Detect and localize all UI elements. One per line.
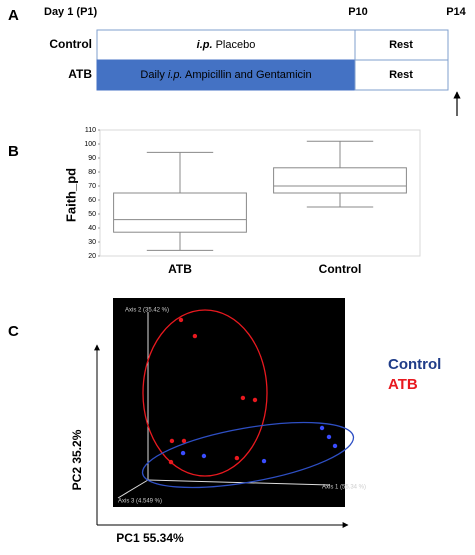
plot-frame (99, 129, 421, 257)
box-plot: 20 30 40 50 60 70 80 90 100 110 ATB Control (84, 127, 421, 276)
y-tick-label: 90 (88, 155, 96, 162)
rest-text: Rest (389, 69, 413, 81)
plot-background (113, 298, 345, 507)
y-tick-label: 70 (88, 183, 96, 190)
panel-label: B (8, 143, 19, 160)
y-tick-label: 60 (88, 197, 96, 204)
x-tick-label: Control (319, 262, 362, 276)
legend-entry: ATB (388, 376, 418, 393)
treatment-text: Daily i.p. Ampicillin and Gentamicin (140, 69, 311, 81)
x-tick-label: ATB (168, 262, 192, 276)
y-axis-label: PC2 35.2% (70, 429, 84, 490)
point (201, 453, 207, 459)
y-axis-label: Faith_pd (63, 168, 78, 222)
scatter-points (168, 317, 338, 465)
y-tick-label: 110 (85, 127, 96, 134)
point (192, 333, 198, 339)
confidence-ellipse (142, 309, 268, 477)
inner-axis (147, 479, 331, 486)
treatment-part: Ampicillin and Gentamicin (183, 69, 312, 81)
y-tick-label: 50 (88, 211, 96, 218)
rest-text: Rest (389, 39, 413, 51)
inner-axis (117, 479, 149, 499)
inner-axis-label: Axis 2 (35.42 %) (125, 308, 169, 314)
confidence-ellipse (141, 421, 355, 489)
point (332, 443, 338, 449)
point (240, 395, 246, 401)
group-label: Control (49, 37, 92, 51)
treatment-part: i.p. (197, 39, 213, 51)
timeline-label: P10 (348, 6, 368, 18)
y-tick-label: 40 (88, 225, 96, 232)
timeline-box (354, 29, 449, 61)
point (180, 450, 186, 456)
treatment-part: i.p. (168, 69, 183, 81)
treatment-part: Daily (140, 69, 168, 81)
inner-axis-label: Axis 3 (4.549 %) (118, 499, 162, 505)
timeline-label: P14 (446, 6, 466, 18)
legend-entry: Control (388, 356, 441, 373)
point (326, 434, 332, 440)
point (178, 317, 184, 323)
timeline-box (96, 29, 356, 61)
point (252, 397, 258, 403)
point (261, 458, 267, 464)
box (113, 192, 247, 233)
y-tick-label: 30 (88, 239, 96, 246)
point (169, 438, 175, 444)
y-tick-label: 100 (84, 141, 96, 148)
point (319, 425, 325, 431)
timeline-box (354, 59, 449, 91)
treatment-part: Placebo (213, 39, 256, 51)
inner-axis-label: Axis 1 (55.34 %) (322, 485, 366, 491)
y-tick-label: 20 (88, 253, 96, 260)
timeline-label: Day 1 (P1) (44, 6, 98, 18)
panel-label: C (8, 323, 19, 340)
point (181, 438, 187, 444)
box (273, 167, 407, 194)
x-axis-label: PC1 55.34% (116, 531, 184, 545)
panel-label: A (8, 7, 19, 24)
y-tick-label: 80 (88, 169, 96, 176)
point (234, 455, 240, 461)
treatment-text: i.p. Placebo (197, 39, 256, 51)
timeline-box (96, 59, 356, 91)
point (168, 459, 174, 465)
group-label: ATB (68, 67, 92, 81)
